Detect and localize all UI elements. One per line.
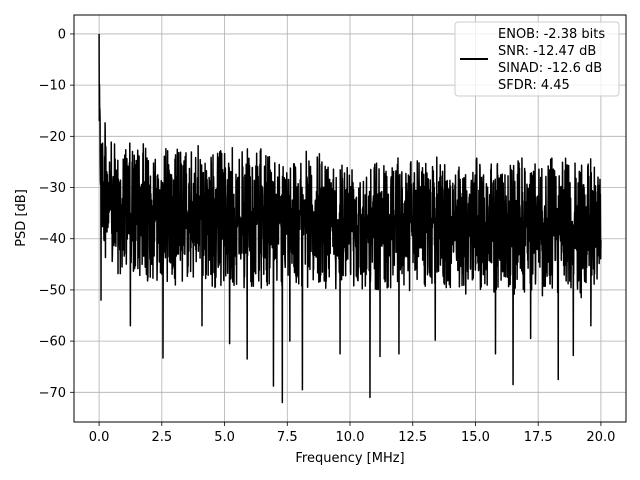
y-tick-label: −50 (39, 283, 66, 298)
legend-sfdr: SFDR: 4.45 (498, 78, 570, 93)
legend-sinad: SINAD: -12.6 dB (498, 61, 602, 76)
legend-snr: SNR: -12.47 dB (498, 44, 596, 59)
x-tick-label: 12.5 (398, 430, 427, 445)
x-tick-label: 17.5 (524, 430, 553, 445)
x-tick-label: 10.0 (336, 430, 365, 445)
legend-box (454, 21, 620, 97)
legend-enob: ENOB: -2.38 bits (498, 27, 605, 42)
x-tick-label: 20.0 (586, 430, 615, 445)
y-tick-label: −30 (39, 181, 66, 196)
x-tick-label: 15.0 (461, 430, 490, 445)
y-tick-label: −20 (39, 130, 66, 145)
x-tick-label: 0.0 (89, 430, 110, 445)
psd-series-line (98, 33, 602, 404)
y-tick-label: −60 (39, 335, 66, 350)
y-tick-label: −70 (39, 386, 66, 401)
y-axis: 0 −10 −20 −30 −40 −50 −60 −70 (39, 27, 74, 401)
x-tick-label: 2.5 (151, 430, 172, 445)
y-tick-label: 0 (58, 27, 66, 42)
legend: ENOB: -2.38 bits SNR: -12.47 dB SINAD: -… (454, 21, 620, 97)
y-tick-label: −40 (39, 232, 66, 247)
y-axis-label: PSD [dB] (14, 189, 29, 247)
x-tick-label: 7.5 (277, 430, 298, 445)
x-axis: 0.0 2.5 5.0 7.5 10.0 12.5 15.0 17.5 20.0 (89, 422, 615, 445)
x-axis-label: Frequency [MHz] (295, 451, 404, 466)
y-tick-label: −10 (39, 79, 66, 94)
x-tick-label: 5.0 (214, 430, 235, 445)
